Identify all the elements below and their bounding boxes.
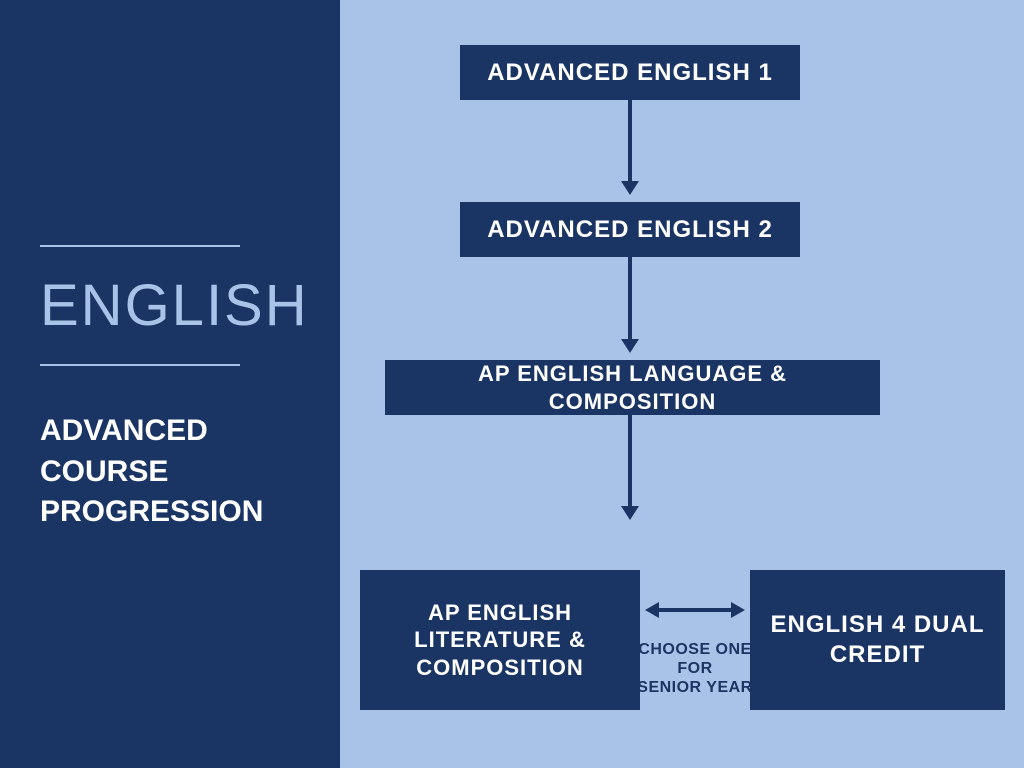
choose-label: CHOOSE ONE FORSENIOR YEAR (635, 640, 755, 698)
course-node: ADVANCED ENGLISH 1 (460, 45, 800, 100)
course-node: ADVANCED ENGLISH 2 (460, 202, 800, 257)
sidebar-panel: ENGLISH ADVANCED COURSE PROGRESSION (0, 0, 340, 768)
double-arrow-icon (643, 598, 747, 622)
arrow-line (628, 100, 632, 185)
course-node: AP ENGLISH LANGUAGE & COMPOSITION (385, 360, 880, 415)
course-node: ENGLISH 4 DUAL CREDIT (750, 570, 1005, 710)
divider-bottom (40, 364, 240, 366)
arrow-line (628, 415, 632, 510)
arrow-head-icon (621, 506, 639, 520)
divider-top (40, 245, 240, 247)
subtitle-line-2: COURSE (40, 452, 300, 493)
arrow-head-icon (621, 181, 639, 195)
subtitle-line-3: PROGRESSION (40, 492, 300, 533)
subtitle-line-1: ADVANCED (40, 411, 300, 452)
flowchart-canvas: ADVANCED ENGLISH 1 ADVANCED ENGLISH 2 AP E… (340, 0, 1024, 768)
arrow-line (628, 257, 632, 343)
course-node: AP ENGLISH LITERATURE & COMPOSITION (360, 570, 640, 710)
subject-title: ENGLISH (40, 272, 300, 339)
subtitle: ADVANCED COURSE PROGRESSION (40, 411, 300, 533)
arrow-head-icon (621, 339, 639, 353)
